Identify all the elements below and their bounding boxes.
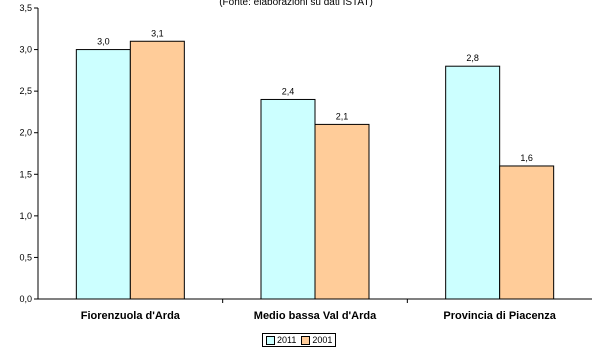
y-tick-label: 1,5	[19, 169, 32, 179]
data-label: 3,0	[97, 37, 110, 47]
y-tick-label: 0,5	[19, 252, 32, 262]
data-label: 2,4	[282, 86, 295, 96]
legend-label-2001: 2001	[312, 335, 333, 345]
data-label: 1,6	[520, 153, 533, 163]
bar-2011-2	[445, 65, 501, 300]
x-category-label: Fiorenzuola d'Arda	[81, 310, 181, 322]
y-tick-label: 2,5	[19, 86, 32, 96]
legend-label-2011: 2011	[277, 335, 297, 345]
y-tick-label: 3,5	[19, 3, 32, 13]
legend-swatch-2011	[266, 335, 275, 345]
data-label: 3,1	[151, 28, 164, 38]
y-tick-label: 3,0	[19, 45, 32, 55]
bar-2011-1	[260, 98, 316, 300]
legend-swatch-2001	[301, 335, 311, 345]
data-label: 2,1	[336, 111, 349, 121]
bar-2001-2	[499, 165, 555, 300]
bar-2011-0	[75, 49, 131, 300]
bar-2001-1	[314, 123, 370, 300]
data-label: 2,8	[466, 53, 479, 63]
y-tick-label: 2,0	[19, 128, 32, 138]
y-tick-label: 0,0	[19, 294, 32, 304]
bar-2001-0	[129, 40, 185, 300]
x-category-label: Provincia di Piacenza	[443, 310, 556, 322]
legend: 2011 2001	[262, 333, 337, 347]
legend-item-2001: 2001	[301, 335, 332, 345]
x-category-label: Medio bassa Val d'Arda	[254, 310, 377, 322]
chart-subtitle: (Fonte: elaborazioni su dati ISTAT)	[219, 0, 373, 8]
y-tick-label: 1,0	[19, 211, 32, 221]
legend-item-2011: 2011	[266, 335, 296, 345]
